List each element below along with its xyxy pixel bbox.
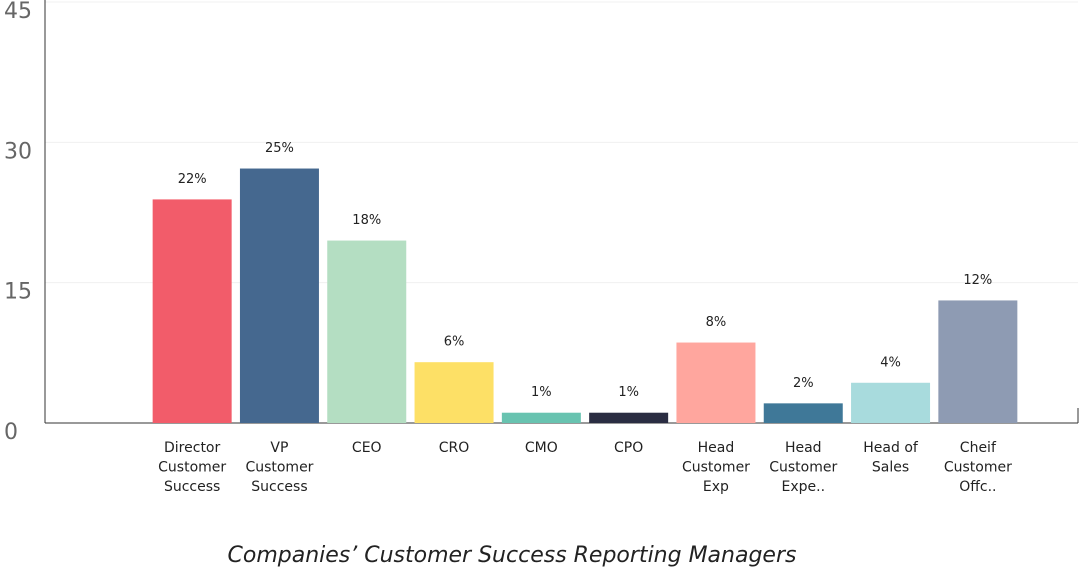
- x-tick-label: Offc..: [959, 479, 996, 495]
- bar: [501, 412, 581, 423]
- y-tick-label: 0: [4, 420, 18, 445]
- bar: [938, 300, 1018, 423]
- value-label: 8%: [706, 315, 727, 330]
- x-tick-label: Cheif: [960, 440, 997, 456]
- y-tick-label: 15: [4, 280, 32, 305]
- value-label: 6%: [444, 335, 465, 350]
- x-tick-label: Director: [164, 440, 220, 456]
- x-tick-label: Exp: [703, 479, 729, 495]
- value-label: 4%: [880, 355, 901, 370]
- x-tick-label: CEO: [352, 440, 382, 456]
- x-tick-label: Customer: [682, 460, 750, 476]
- value-label: 1%: [618, 385, 639, 400]
- x-tick-label: Expe..: [781, 479, 825, 495]
- value-label: 25%: [265, 141, 294, 156]
- bar: [239, 168, 319, 423]
- value-label: 12%: [963, 273, 992, 288]
- value-label: 2%: [793, 376, 814, 391]
- bar: [851, 382, 931, 423]
- x-tick-label: Sales: [872, 460, 909, 476]
- chart-title: Companies’ Customer Success Reporting Ma…: [228, 543, 797, 568]
- x-tick-label: Head: [785, 440, 822, 456]
- bar: [327, 240, 407, 423]
- x-tick-label: Customer: [245, 460, 313, 476]
- value-label: 22%: [178, 172, 207, 187]
- bar: [152, 199, 232, 423]
- x-tick-label: CPO: [614, 440, 643, 456]
- x-tick-label: CMO: [525, 440, 558, 456]
- bar: [589, 412, 669, 423]
- x-tick-label: CRO: [439, 440, 470, 456]
- y-tick-label: 45: [4, 0, 32, 24]
- value-label: 1%: [531, 385, 552, 400]
- x-tick-label: Head: [698, 440, 735, 456]
- x-tick-label: Success: [164, 479, 220, 495]
- bar: [414, 362, 494, 423]
- x-tick-label: Success: [251, 479, 307, 495]
- y-tick-label: 30: [4, 139, 32, 164]
- x-tick-label: Head of: [863, 440, 919, 456]
- value-label: 18%: [352, 213, 381, 228]
- x-tick-label: Customer: [158, 460, 226, 476]
- x-tick-label: Customer: [769, 460, 837, 476]
- x-tick-label: Customer: [944, 460, 1012, 476]
- bar: [676, 342, 756, 423]
- bar: [763, 403, 843, 423]
- x-tick-label: VP: [270, 440, 288, 456]
